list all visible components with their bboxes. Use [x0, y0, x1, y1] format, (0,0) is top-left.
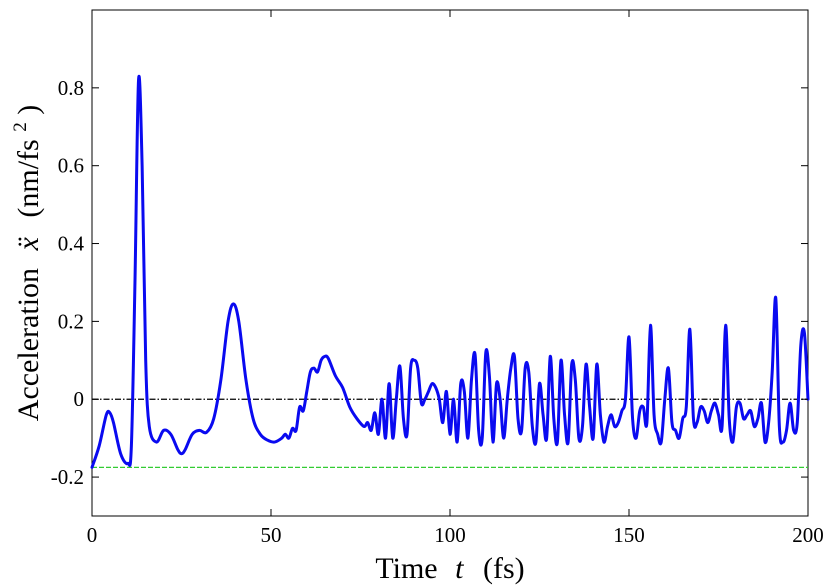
y-axis-ticks: -0.2 0 0.2 0.4 0.6 0.8	[51, 76, 808, 489]
x-axis-label: Time t (fs)	[375, 552, 524, 585]
x-tick-label: 150	[613, 523, 645, 547]
x-tick-label: 0	[87, 523, 98, 547]
y-tick-label: -0.2	[51, 465, 84, 489]
y-axis-label-unit-close: )	[12, 105, 45, 115]
y-axis-label-unit-open: (nm/fs	[12, 139, 45, 217]
y-axis-label-prefix: Acceleration	[12, 268, 45, 421]
x-axis-label-variable: t	[455, 552, 464, 585]
x-axis-label-unit: (fs)	[483, 552, 525, 585]
y-axis-label-variable: ẍ	[12, 236, 45, 251]
plot-frame	[91, 9, 809, 517]
x-axis-ticks: 0 50 100 150 200	[87, 10, 824, 547]
x-tick-label: 100	[434, 523, 466, 547]
y-tick-label: 0.8	[58, 76, 84, 100]
x-tick-label: 50	[261, 523, 282, 547]
x-axis-label-prefix: Time	[375, 552, 437, 585]
y-tick-label: 0.2	[58, 309, 84, 333]
y-axis-label: Acceleration ẍ (nm/fs 2 )	[0, 105, 45, 421]
reference-lines	[92, 398, 808, 468]
y-tick-label: 0	[74, 387, 85, 411]
y-tick-label: 0.4	[58, 232, 85, 256]
series-line-0	[90, 74, 810, 469]
x-tick-label: 200	[792, 523, 824, 547]
y-tick-label: 0.6	[58, 154, 84, 178]
y-axis-label-unit-sup: 2	[10, 122, 31, 132]
series-layer	[90, 74, 810, 469]
